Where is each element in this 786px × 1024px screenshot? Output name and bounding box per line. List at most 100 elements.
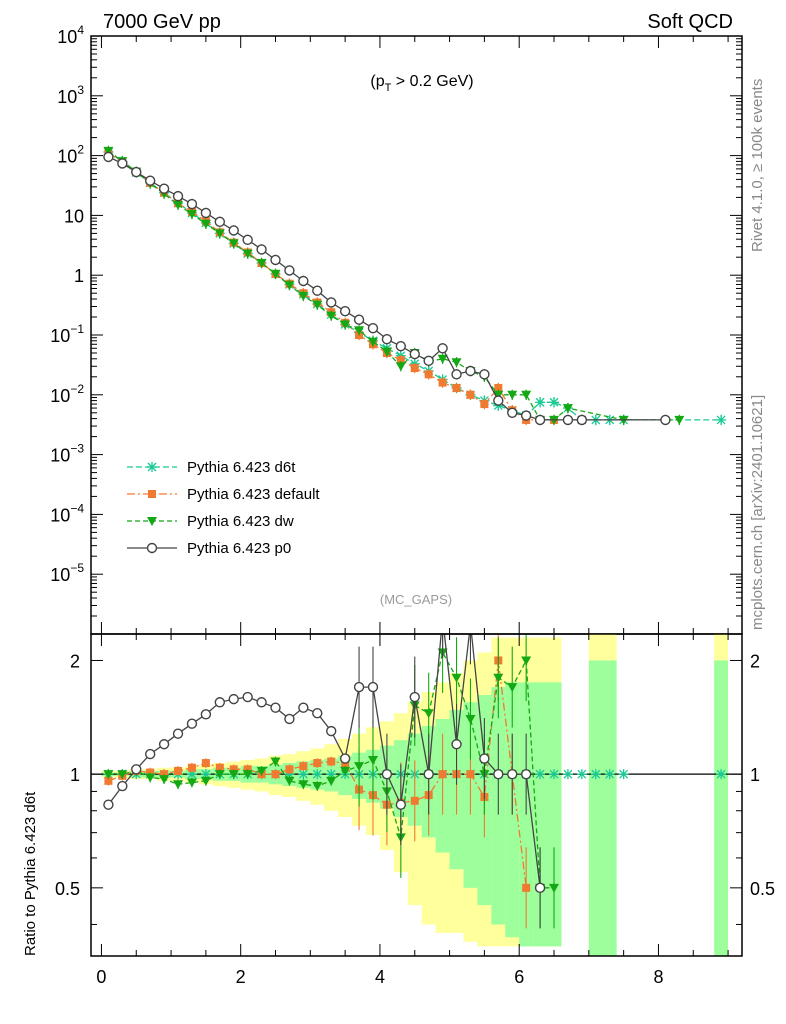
ratio-point-dw: [186, 778, 197, 788]
main-point-dw: [228, 239, 239, 249]
main-point-dw: [326, 311, 337, 321]
ratio-point-dw: [549, 883, 560, 893]
ratio-series-p0: [103, 634, 546, 929]
ratio-point-p0: [520, 768, 532, 780]
ratio-point-default: [313, 759, 322, 768]
ratio-series-group: [103, 634, 727, 929]
main-point-dw: [354, 326, 365, 336]
ratio-point-d6t: [562, 769, 573, 780]
main-point-p0: [117, 158, 128, 169]
ratio-point-d6t: [535, 769, 546, 780]
ratio-point-p0: [270, 702, 281, 713]
ratio-point-p0: [103, 799, 114, 810]
ratio-point-d6t: [549, 769, 560, 780]
ratio-point-p0: [214, 697, 226, 708]
legend-marker-d6t: [147, 462, 157, 472]
main-point-p0: [479, 369, 490, 380]
main-point-p0: [103, 151, 114, 163]
ratio-point-p0: [534, 882, 546, 894]
main-point-dw: [562, 404, 573, 414]
main-point-d6t: [716, 414, 727, 425]
legend-entry-d6t: Pythia 6.423 d6t: [127, 459, 296, 476]
main-point-default: [494, 383, 503, 392]
main-point-p0: [284, 265, 295, 276]
ratio-point-dw: [507, 683, 518, 693]
ratio-point-default: [160, 770, 169, 779]
main-point-p0: [534, 414, 546, 426]
ratio-plot: 0 2 4 6 8 0.5 0.5 1 1 2 2 Ratio to Pythia 6.423 d6…: [22, 633, 775, 987]
ratio-point-p0: [395, 799, 407, 810]
main-point-dw: [521, 390, 532, 400]
star-stroke: [577, 769, 587, 779]
ratio-point-dw: [451, 673, 462, 683]
main-point-dw: [395, 362, 406, 372]
main-point-default: [480, 400, 489, 409]
main-point-dw: [298, 291, 309, 301]
ratio-point-dw: [200, 776, 211, 786]
main-y-tick-label: 1: [74, 266, 84, 286]
star-stroke: [326, 769, 336, 779]
main-point-p0: [339, 306, 351, 317]
main-point-dw: [312, 300, 323, 310]
main-y-tick-label: 10−1: [50, 322, 84, 346]
main-y-tick-label: 10−4: [50, 501, 84, 525]
ratio-point-dw: [256, 766, 267, 776]
ratio-point-p0: [242, 691, 253, 703]
main-point-default: [410, 364, 419, 373]
main-point-d6t: [535, 397, 546, 408]
ratio-point-p0: [507, 768, 518, 780]
legend-label-d6t: Pythia 6.423 d6t: [187, 459, 296, 476]
main-point-dw: [367, 337, 378, 347]
main-point-p0: [409, 348, 420, 360]
ratio-point-p0: [312, 708, 323, 719]
main-point-p0: [172, 190, 184, 202]
ratio-point-p0: [117, 780, 128, 792]
ratio-x-tick-label: 6: [514, 967, 524, 987]
legend-entry-p0: Pythia 6.423 p0: [127, 540, 291, 557]
star-stroke: [298, 769, 308, 779]
ratio-point-default: [201, 759, 210, 768]
legend-marker-default: [148, 490, 156, 498]
main-point-p0: [144, 175, 156, 186]
ratio-point-p0: [367, 681, 379, 693]
ratio-band-yellow-extra: [714, 634, 729, 661]
ratio-point-p0: [200, 709, 212, 720]
ratio-y-tick-label-right: 1: [750, 765, 760, 785]
legend-marker-dw: [147, 517, 157, 526]
ratio-point-d6t: [716, 769, 727, 780]
ratio-point-d6t: [326, 769, 337, 780]
ratio-point-dw: [340, 766, 351, 776]
ratio-point-dw: [159, 775, 170, 785]
main-point-p0: [200, 207, 212, 219]
legend-marker-p0: [146, 542, 158, 554]
main-point-p0: [312, 285, 323, 296]
ratio-point-default: [285, 765, 294, 774]
main-point-p0: [270, 254, 281, 266]
main-point-dw: [214, 229, 225, 239]
ratio-point-p0: [256, 697, 267, 708]
ratio-point-default: [466, 770, 475, 779]
main-point-p0: [562, 414, 574, 426]
ratio-point-p0: [423, 768, 434, 780]
main-point-p0: [353, 314, 365, 325]
main-point-default: [396, 356, 405, 365]
ratio-point-dw: [367, 756, 378, 766]
ratio-point-default: [522, 883, 531, 892]
ratio-point-default: [215, 763, 224, 772]
ratio-point-dw: [117, 770, 128, 780]
legend-label-default: Pythia 6.423 default: [187, 486, 320, 503]
ratio-point-d6t: [604, 769, 615, 780]
star-stroke: [716, 415, 726, 425]
main-point-p0: [507, 407, 518, 419]
ratio-point-p0: [339, 753, 351, 764]
main-point-p0: [256, 244, 267, 255]
star-stroke: [716, 769, 726, 779]
ratio-point-dw: [326, 776, 337, 786]
star-stroke: [591, 769, 601, 779]
main-point-p0: [186, 198, 198, 210]
star-stroke: [619, 769, 629, 779]
main-point-p0: [381, 334, 393, 345]
legend-entry-dw: Pythia 6.423 dw: [127, 513, 294, 530]
